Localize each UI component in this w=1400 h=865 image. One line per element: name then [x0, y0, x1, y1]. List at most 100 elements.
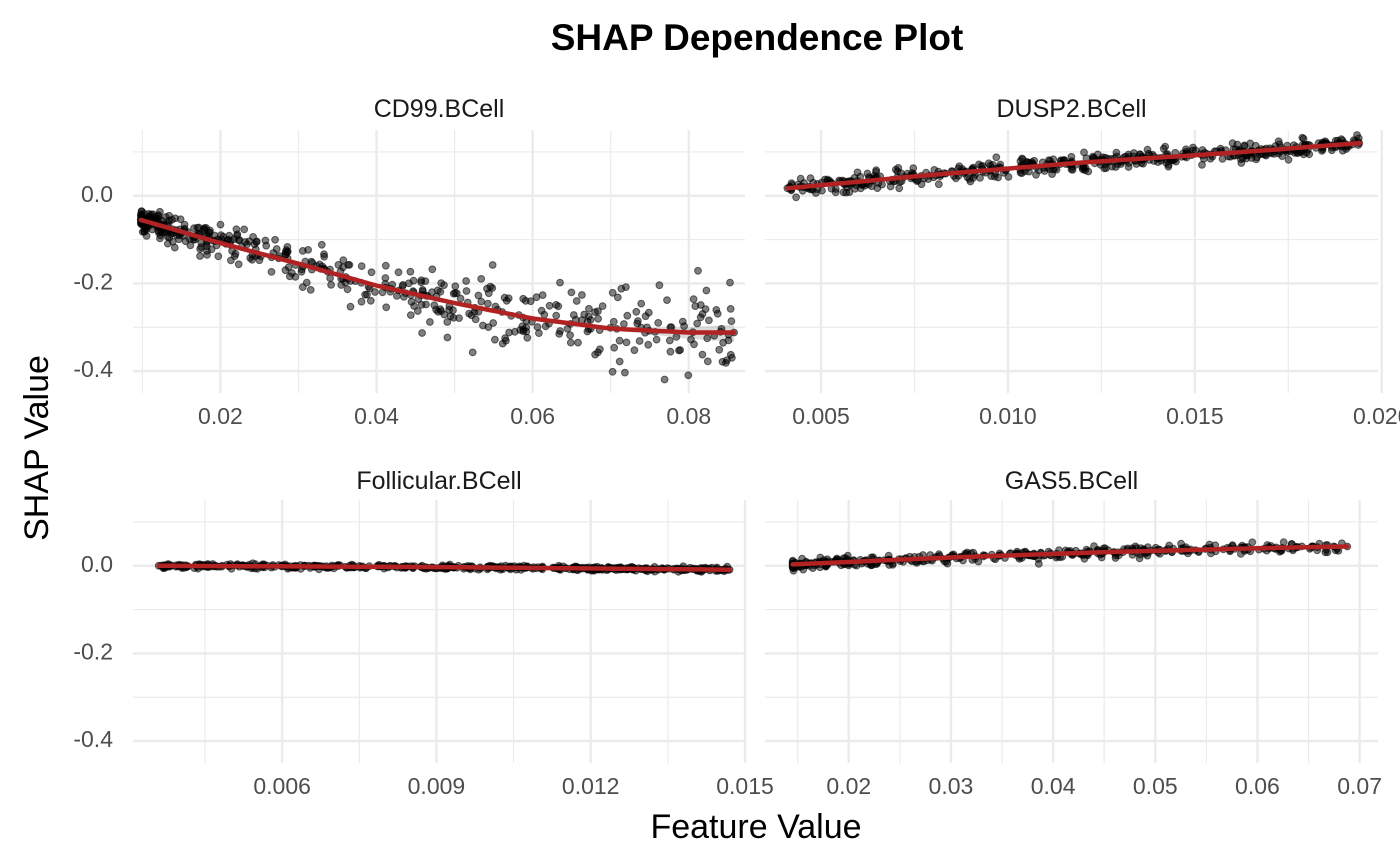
facet-label: CD99.BCell: [374, 95, 505, 123]
data-point: [371, 288, 379, 296]
data-point: [216, 220, 225, 229]
facet-cd99-bcell: CD99.BCell 0.02 0.04 0.06 0.08 -0.4 -0.2 0.0: [73, 95, 745, 429]
data-point: [437, 279, 446, 288]
data-point: [491, 335, 499, 344]
data-point: [452, 289, 461, 298]
x-axis-title: Feature Value: [650, 808, 861, 846]
data-point: [1018, 155, 1027, 164]
data-point: [214, 252, 223, 261]
data-point: [197, 243, 206, 251]
data-point: [366, 296, 375, 305]
data-point: [381, 261, 390, 270]
x-tick-label: 0.02: [198, 403, 243, 429]
data-point: [578, 291, 586, 299]
data-point: [345, 261, 354, 269]
data-point: [691, 302, 700, 311]
x-tick-label: 0.010: [979, 403, 1037, 429]
data-point: [1164, 162, 1173, 171]
data-point: [622, 283, 630, 292]
data-point: [891, 165, 900, 174]
data-point: [406, 267, 415, 276]
x-tick-label: 0.06: [1235, 773, 1280, 799]
data-point: [339, 256, 348, 265]
data-point: [170, 243, 179, 252]
data-point: [445, 306, 454, 314]
data-point: [456, 294, 465, 303]
x-tick-label: 0.015: [716, 773, 774, 799]
x-tick-label: 0.02: [826, 773, 871, 799]
data-point: [230, 235, 239, 244]
data-point: [484, 299, 492, 308]
data-point: [689, 295, 698, 304]
data-point: [304, 246, 313, 254]
data-point: [271, 235, 280, 244]
data-point: [417, 276, 426, 285]
facet-label: DUSP2.BCell: [996, 95, 1146, 123]
data-point: [434, 307, 443, 316]
data-point: [363, 290, 371, 299]
data-point: [594, 348, 602, 357]
data-point: [428, 265, 437, 274]
data-point: [382, 303, 391, 312]
data-point: [615, 357, 624, 366]
data-point: [1279, 538, 1288, 547]
x-tick-label: 0.08: [666, 403, 711, 429]
x-tick-label: 0.06: [510, 403, 555, 429]
data-point: [672, 333, 681, 341]
x-tick-label: 0.020: [1353, 403, 1400, 429]
data-point: [843, 551, 852, 560]
data-point: [234, 260, 243, 269]
data-point: [163, 232, 172, 241]
data-point: [284, 263, 293, 272]
data-point: [665, 336, 674, 345]
data-point: [630, 346, 639, 355]
data-point: [615, 336, 624, 345]
data-point: [666, 347, 675, 356]
data-point: [713, 309, 722, 318]
data-point: [196, 252, 204, 260]
data-point: [430, 301, 439, 310]
data-point: [728, 353, 736, 362]
data-point: [175, 235, 183, 244]
data-point: [623, 311, 632, 320]
data-point: [186, 241, 195, 250]
data-point: [489, 319, 498, 327]
data-point: [327, 281, 336, 289]
data-point: [598, 302, 607, 311]
data-point: [1112, 148, 1121, 157]
data-point: [357, 262, 366, 271]
data-point: [552, 301, 560, 309]
points-group: [783, 131, 1364, 202]
data-point: [726, 305, 735, 313]
data-point: [613, 293, 622, 302]
data-point: [654, 319, 663, 327]
data-point: [468, 348, 477, 357]
data-point: [302, 278, 311, 287]
data-point: [621, 368, 629, 377]
data-point: [486, 282, 495, 291]
x-tick-label: 0.03: [929, 773, 974, 799]
data-point: [406, 311, 415, 320]
facet-label: Follicular.BCell: [356, 467, 521, 495]
points-group: [136, 207, 738, 384]
data-point: [552, 311, 561, 320]
data-point: [255, 256, 264, 265]
data-point: [831, 185, 840, 193]
data-point: [652, 335, 661, 344]
data-point: [622, 338, 631, 347]
data-point: [477, 275, 486, 283]
data-point: [726, 278, 734, 287]
data-point: [610, 343, 619, 352]
x-tick-label: 0.04: [354, 403, 399, 429]
data-point: [207, 245, 216, 254]
data-point: [1080, 164, 1088, 173]
x-tick-label: 0.005: [792, 403, 850, 429]
x-tick-label: 0.05: [1133, 773, 1178, 799]
y-tick-label: -0.2: [73, 638, 113, 664]
data-point: [703, 357, 712, 366]
data-point: [533, 323, 542, 331]
data-point: [727, 317, 736, 326]
data-point: [644, 340, 653, 349]
data-point: [511, 327, 519, 336]
data-point: [635, 337, 644, 345]
